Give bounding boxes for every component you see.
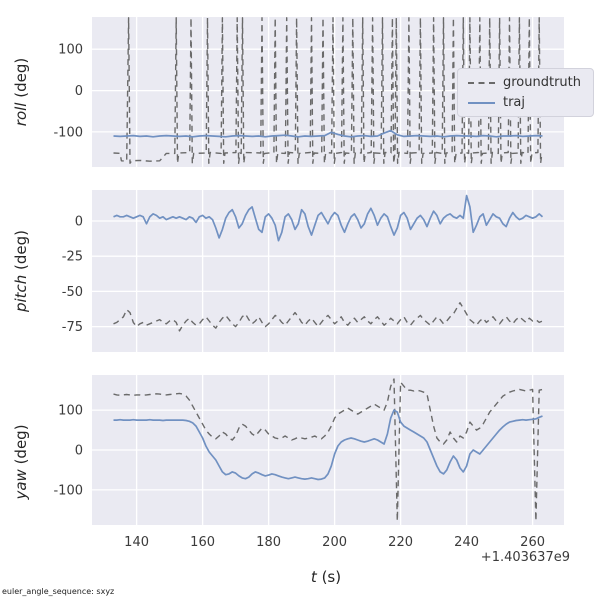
groundtruth-line-sample	[467, 81, 495, 84]
svg-text:140: 140	[124, 535, 149, 550]
roll-axis-label-math: roll	[12, 102, 30, 127]
x-axis-label-row: +1.403637e9 t (s)	[90, 550, 570, 588]
svg-text:-50: -50	[62, 285, 83, 300]
svg-text:100: 100	[58, 43, 83, 58]
svg-text:0: 0	[75, 84, 83, 99]
svg-text:-100: -100	[53, 125, 83, 140]
roll-axis-label: roll (deg)	[12, 58, 30, 126]
yaw-axis-label-math: yaw	[12, 468, 30, 500]
yaw-axis-label-unit: (deg)	[12, 423, 30, 469]
svg-text:0: 0	[75, 444, 83, 459]
roll-axis-label-unit: (deg)	[12, 57, 30, 103]
legend-item-traj: traj	[467, 95, 581, 110]
pitch-subplot: pitch (deg) 0 -25 -50 -75	[8, 185, 600, 357]
pitch-ylabel-column: pitch (deg)	[8, 185, 34, 357]
pitch-axis-label: pitch (deg)	[12, 230, 30, 312]
x-axis-label-math: t	[310, 568, 317, 586]
chart-svg-yaw: 100 0 -100 140 160 180 200 220 240 260	[53, 375, 564, 550]
x-axis-label-unit: (s)	[316, 568, 342, 586]
yaw-ylabel-column: yaw (deg)	[8, 370, 34, 553]
yaw-axis-label: yaw (deg)	[12, 424, 30, 499]
legend-label-traj: traj	[502, 95, 526, 110]
euler-sequence-note: euler_angle_sequence: sxyz	[2, 587, 115, 596]
roll-subplot: roll (deg) 100 0 -100 groundtruth traj	[8, 12, 600, 172]
svg-text:260: 260	[520, 535, 545, 550]
x-axis-label: t (s)	[90, 568, 562, 586]
svg-text:100: 100	[58, 404, 83, 419]
traj-line-sample	[467, 101, 495, 104]
svg-text:-100: -100	[53, 483, 83, 498]
svg-text:0: 0	[75, 215, 83, 230]
legend: groundtruth traj	[456, 68, 594, 117]
pitch-plot-area: 0 -25 -50 -75	[34, 185, 570, 357]
svg-text:240: 240	[454, 535, 479, 550]
legend-label-groundtruth: groundtruth	[502, 75, 581, 90]
svg-text:-25: -25	[62, 250, 83, 265]
pitch-axis-label-unit: (deg)	[12, 229, 30, 275]
svg-text:220: 220	[388, 535, 413, 550]
svg-text:200: 200	[322, 535, 347, 550]
svg-text:180: 180	[256, 535, 281, 550]
axis-offset-text: +1.403637e9	[480, 550, 570, 565]
yaw-subplot: yaw (deg) 100 0 -100 140 160 180 200 220 240 260	[8, 370, 600, 553]
chart-svg-pitch: 0 -25 -50 -75	[62, 190, 564, 352]
pitch-axis-label-math: pitch	[12, 274, 30, 313]
roll-ylabel-column: roll (deg)	[8, 12, 34, 172]
svg-text:160: 160	[190, 535, 215, 550]
legend-item-groundtruth: groundtruth	[467, 75, 581, 90]
yaw-plot-area: 100 0 -100 140 160 180 200 220 240 260	[34, 370, 570, 553]
svg-text:-75: -75	[62, 320, 83, 335]
